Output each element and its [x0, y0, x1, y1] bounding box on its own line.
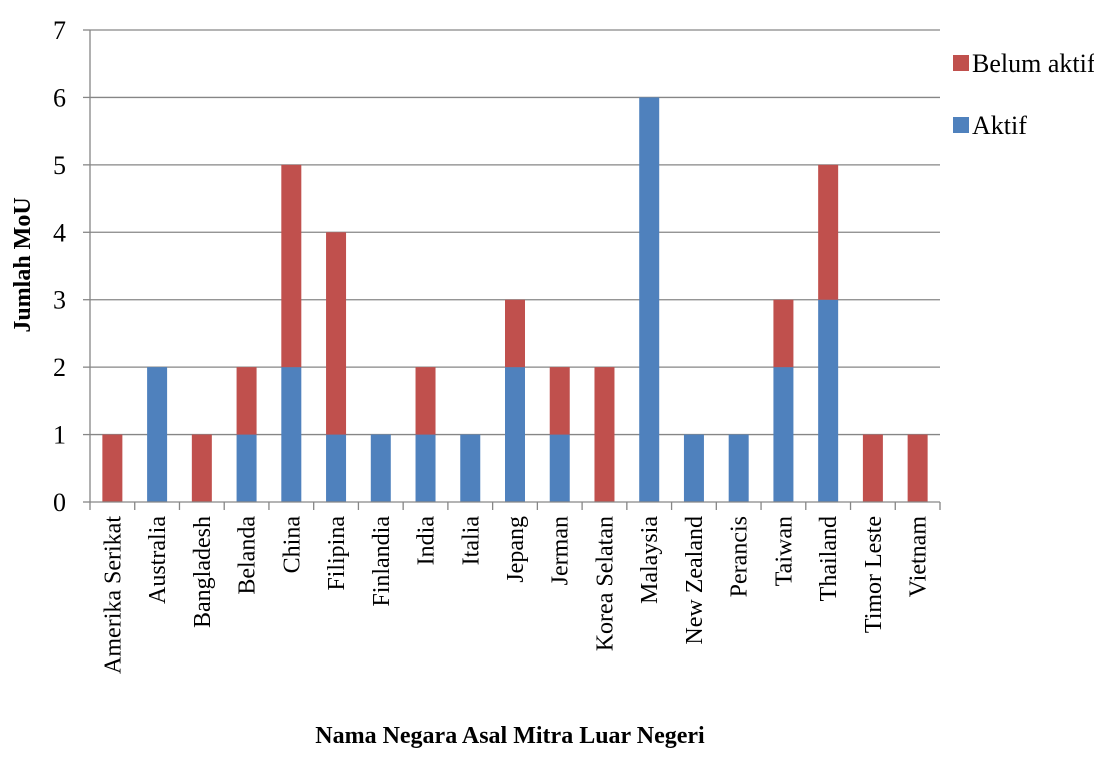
y-tick-label: 7 [53, 16, 66, 45]
bar-belum-aktif [191, 434, 212, 502]
y-tick-label: 0 [53, 488, 66, 517]
x-tick-label: Thailand [816, 516, 842, 601]
bars [102, 97, 928, 502]
bar-belum-aktif [326, 232, 347, 435]
x-tick-label: Vietnam [906, 516, 932, 598]
bar-aktif [415, 434, 436, 502]
y-tick-label: 1 [53, 421, 66, 450]
x-tick-labels: Amerika Serikat Australia Bangladesh Beland… [100, 516, 931, 674]
x-tick-label: Finlandia [369, 516, 395, 607]
x-tick-label: Perancis [727, 516, 753, 597]
x-axis-title: Nama Negara Asal Mitra Luar Negeri [315, 723, 705, 749]
y-tick-label: 3 [53, 286, 66, 315]
x-tick-label: Jepang [503, 516, 529, 583]
x-tick-label: Filipina [324, 516, 350, 591]
legend-label: Belum aktif [972, 49, 1094, 78]
legend-swatch [953, 117, 969, 133]
x-tick-label: Belanda [235, 516, 261, 595]
x-tick-label: Bangladesh [190, 516, 216, 628]
x-tick-label: Australia [145, 516, 171, 604]
y-tick-label: 4 [53, 218, 66, 247]
x-tick-label: Timor Leste [861, 516, 887, 633]
x-tick-label: Malaysia [637, 516, 663, 604]
legend-swatch [953, 55, 969, 71]
bar-aktif [281, 367, 302, 502]
bar-aktif [818, 299, 839, 502]
bar-aktif [326, 434, 347, 502]
x-tick-label: China [279, 516, 305, 574]
x-tick-label: Taiwan [771, 516, 797, 586]
bar-belum-aktif [773, 299, 794, 368]
x-tick-label: Korea Selatan [592, 516, 618, 651]
x-tick-label: India [414, 516, 440, 566]
bar-aktif [147, 367, 168, 502]
bar-aktif [683, 434, 704, 502]
x-tick-label: Italia [458, 516, 484, 566]
bar-aktif [773, 367, 794, 502]
y-tick-label: 2 [53, 353, 66, 382]
axes [83, 29, 941, 510]
y-tick-label: 5 [53, 151, 66, 180]
bar-belum-aktif [549, 367, 570, 435]
x-tick-label: Amerika Serikat [100, 516, 126, 674]
bar-belum-aktif [505, 299, 525, 368]
bar-aktif [236, 434, 257, 502]
bar-belum-aktif [281, 164, 302, 368]
bar-aktif [549, 434, 570, 502]
bar-aktif [505, 367, 525, 502]
y-tick-label: 6 [53, 83, 66, 112]
bar-belum-aktif [862, 434, 883, 502]
bar-belum-aktif [102, 434, 123, 502]
bar-belum-aktif [594, 367, 615, 502]
x-tick-label: Jerman [548, 516, 574, 585]
x-tick-label: New Zealand [682, 516, 708, 645]
bar-belum-aktif [236, 367, 257, 435]
bar-aktif [639, 97, 660, 502]
y-axis-title: Jumlah MoU [10, 197, 36, 332]
bar-belum-aktif [907, 434, 928, 502]
bar-belum-aktif [818, 164, 839, 300]
legend: Belum aktif Aktif [953, 49, 1094, 140]
legend-label: Aktif [972, 111, 1027, 140]
bar-aktif [370, 434, 391, 502]
bar-aktif [728, 434, 749, 502]
bar-aktif [460, 434, 481, 502]
bar-belum-aktif [415, 367, 436, 435]
y-tick-labels: 0 1 2 3 4 5 6 7 [53, 16, 66, 517]
